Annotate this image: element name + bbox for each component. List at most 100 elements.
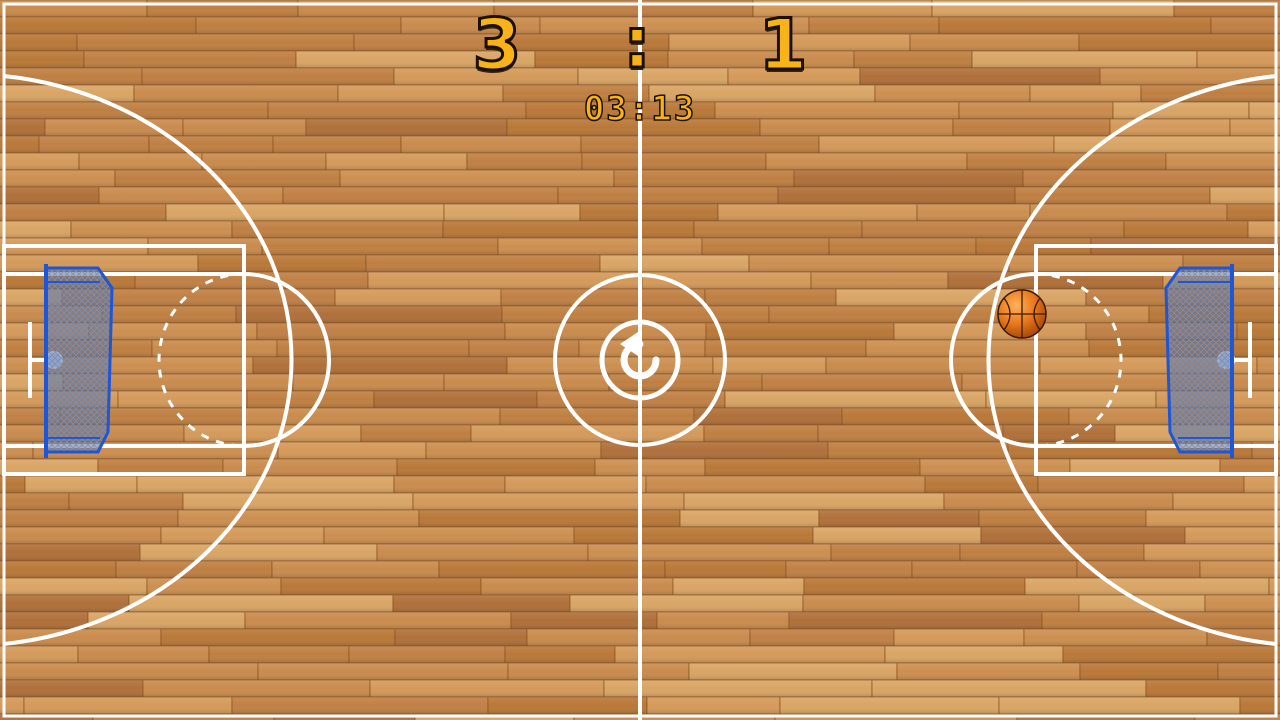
floor-plank-shade xyxy=(278,442,426,459)
floor-plank-shade xyxy=(1038,476,1244,493)
floor-plank-shade xyxy=(762,374,962,391)
floor-plank-shade xyxy=(340,170,614,187)
floor-plank-shade xyxy=(273,136,401,153)
floor-plank-shade xyxy=(1009,255,1183,272)
score-separator: : xyxy=(622,1,653,86)
floor-plank-shade xyxy=(828,442,1008,459)
floor-plank-shade xyxy=(704,425,818,442)
floor-plank-shade xyxy=(77,34,354,51)
floor-plank-shade xyxy=(1030,204,1227,221)
floor-plank-shade xyxy=(1146,510,1280,527)
floor-plank-shade xyxy=(657,612,789,629)
floor-plank-shade xyxy=(1249,102,1280,119)
floor-plank-shade xyxy=(79,153,202,170)
floor-plank-shade xyxy=(166,204,444,221)
floor-plank-shade xyxy=(829,238,976,255)
floor-plank-shade xyxy=(615,646,885,663)
floor-plank-shade xyxy=(0,476,25,493)
free-throw-dashed-left xyxy=(157,272,245,448)
floor-plank-shade xyxy=(673,578,804,595)
floor-plank-shade xyxy=(498,238,702,255)
floor-plank-shade xyxy=(232,221,443,238)
floor-plank-shade xyxy=(0,187,99,204)
floor-plank-shade xyxy=(1185,527,1280,544)
floor-plank-shade xyxy=(702,238,829,255)
floor-plank-shade xyxy=(505,476,646,493)
floor-plank-shade xyxy=(647,697,780,714)
floor-plank-shade xyxy=(326,153,467,170)
rotate-ccw-icon[interactable] xyxy=(598,318,682,402)
floor-plank-shade xyxy=(540,17,809,34)
floor-plank-shade xyxy=(1054,136,1280,153)
floor-plank-shade xyxy=(749,255,1009,272)
floor-plank-shade xyxy=(1079,34,1280,51)
floor-plank-shade xyxy=(374,391,537,408)
floor-plank-shade xyxy=(1063,646,1280,663)
floor-plank-shade xyxy=(236,306,502,323)
floor-plank-shade xyxy=(0,204,166,221)
floor-plank-shade xyxy=(646,476,925,493)
floor-plank-shade xyxy=(1230,119,1280,136)
floor-plank-shade xyxy=(1080,663,1218,680)
floor-plank-shade xyxy=(0,493,69,510)
floor-plank-shade xyxy=(819,136,1054,153)
floor-plank-shade xyxy=(582,153,766,170)
floor-plank-shade xyxy=(725,391,986,408)
floor-plank-shade xyxy=(324,527,574,544)
floor-plank-shade xyxy=(335,289,501,306)
floor-plank-shade xyxy=(507,119,760,136)
floor-plank-shade xyxy=(184,425,361,442)
floor-plank-shade xyxy=(306,119,507,136)
floor-plank-shade xyxy=(471,425,704,442)
floor-plank-shade xyxy=(953,119,1110,136)
floor-plank-shade xyxy=(134,85,338,102)
floor-plank-shade xyxy=(1205,595,1280,612)
floor-plank-shade xyxy=(976,238,1091,255)
floor-plank-shade xyxy=(268,102,526,119)
floor-plank-shade xyxy=(102,306,236,323)
floor-plank-shade xyxy=(503,85,649,102)
away-score: 1 xyxy=(757,3,809,88)
floor-plank-shade xyxy=(778,187,1015,204)
floor-plank-shade xyxy=(137,476,394,493)
floor-plank-shade xyxy=(0,510,178,527)
floor-plank-shade xyxy=(183,119,306,136)
floor-plank-shade xyxy=(118,391,247,408)
floor-plank-shade xyxy=(116,561,272,578)
floor-plank-shade xyxy=(1237,323,1280,340)
floor-plank-shade xyxy=(766,153,967,170)
floor-plank-shade xyxy=(680,510,819,527)
floor-plank-shade xyxy=(789,612,1042,629)
floor-plank-shade xyxy=(394,68,578,85)
floor-plank-shade xyxy=(0,102,268,119)
floor-plank-shade xyxy=(668,51,854,68)
floor-plank-shade xyxy=(209,646,349,663)
floor-plank-shade xyxy=(760,119,953,136)
floor-plank-shade xyxy=(277,340,469,357)
floor-plank-shade xyxy=(684,493,944,510)
floor-plank-shade xyxy=(507,357,713,374)
floor-plank-shade xyxy=(728,68,860,85)
floor-plank-shade xyxy=(0,578,147,595)
floor-plank-shade xyxy=(713,357,826,374)
floor-plank-shade xyxy=(245,612,511,629)
floor-plank-shade xyxy=(488,697,647,714)
basketball[interactable] xyxy=(996,288,1048,340)
floor-plank-shade xyxy=(912,561,1077,578)
floor-plank-shade xyxy=(262,238,498,255)
floor-plank-shade xyxy=(981,527,1185,544)
floor-plank-shade xyxy=(1244,476,1280,493)
floor-plank-shade xyxy=(0,697,24,714)
floor-plank-shade xyxy=(999,697,1240,714)
free-throw-arc-left xyxy=(243,272,331,448)
floor-plank-shade xyxy=(149,136,273,153)
floor-plank-shade xyxy=(84,51,296,68)
floor-plank-shade xyxy=(1218,663,1280,680)
floor-plank-shade xyxy=(481,578,673,595)
floor-plank-shade xyxy=(944,493,1173,510)
floor-plank-shade xyxy=(967,153,1166,170)
floor-plank-shade xyxy=(1024,629,1207,646)
floor-plank-shade xyxy=(537,391,725,408)
